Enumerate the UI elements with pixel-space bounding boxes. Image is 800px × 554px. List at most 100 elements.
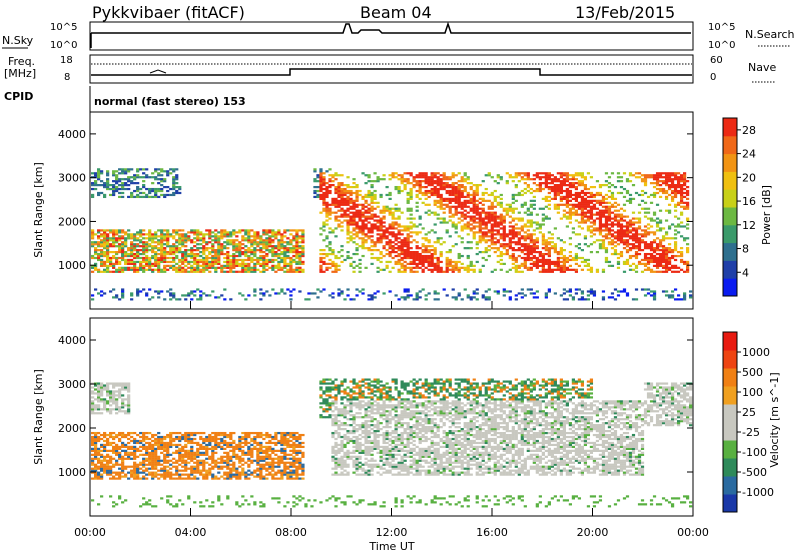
power-cell <box>157 268 161 271</box>
power-cell <box>163 195 167 199</box>
power-cell <box>397 191 401 195</box>
power-cell <box>271 233 275 236</box>
power-cell <box>121 254 125 258</box>
power-cell <box>532 254 536 258</box>
power-cell <box>589 288 594 291</box>
power-cell <box>169 292 173 295</box>
power-cell <box>472 207 476 210</box>
power-cell <box>406 229 410 232</box>
power-cell <box>487 207 491 210</box>
power-cell <box>412 254 416 258</box>
power-cell <box>238 292 242 295</box>
power-cell <box>538 189 542 193</box>
power-cell <box>574 197 579 201</box>
power-cell <box>544 195 548 199</box>
power-cell <box>352 233 356 236</box>
power-cell <box>244 298 248 301</box>
power-cell <box>427 245 431 248</box>
power-cell <box>589 213 594 216</box>
power-cell <box>346 233 350 236</box>
power-cell <box>475 189 479 193</box>
power-cell <box>394 221 398 224</box>
power-cell <box>469 260 473 264</box>
velocity-cell <box>97 431 101 435</box>
power-cell <box>349 262 353 266</box>
power-cell <box>448 189 452 193</box>
power-cell <box>370 205 374 208</box>
power-cell <box>94 180 98 183</box>
power-cell <box>577 191 582 195</box>
power-cell <box>502 225 506 228</box>
power-cell <box>670 182 675 185</box>
power-cell <box>664 250 669 254</box>
power-cell <box>613 235 618 238</box>
power-cell <box>91 235 95 238</box>
y-tick-label: 3000 <box>58 172 86 185</box>
velocity-cell <box>109 433 113 437</box>
power-cell <box>403 241 407 244</box>
power-cell <box>439 182 443 185</box>
power-cell <box>667 258 672 262</box>
power-cell <box>451 264 455 267</box>
power-cell <box>526 247 530 250</box>
power-cell <box>580 217 585 220</box>
power-cell <box>385 193 389 197</box>
power-cell <box>127 254 131 258</box>
power-cell <box>313 191 317 195</box>
power-cell <box>661 172 666 175</box>
power-cell <box>478 197 482 201</box>
power-cell <box>259 288 263 291</box>
velocity-cell <box>97 386 101 389</box>
power-cell <box>376 270 380 273</box>
power-cell <box>424 180 428 183</box>
velocity-cell <box>97 503 101 506</box>
power-cell <box>565 184 569 187</box>
power-cell <box>154 260 158 264</box>
power-cell <box>301 260 305 264</box>
power-cell <box>679 199 684 202</box>
power-cell <box>658 229 663 232</box>
power-cell <box>670 264 675 267</box>
power-cell <box>154 178 158 181</box>
power-cell <box>373 245 377 248</box>
velocity-cell <box>97 477 101 480</box>
power-cell <box>472 237 476 240</box>
power-cell <box>385 266 389 269</box>
power-cell <box>484 250 488 254</box>
power-cell <box>598 217 603 220</box>
power-cell <box>514 207 518 210</box>
power-cell <box>433 213 437 216</box>
power-cell <box>616 260 621 264</box>
power-cell <box>289 264 293 267</box>
velocity-cell <box>130 475 134 478</box>
power-cell <box>664 184 669 187</box>
power-cell <box>160 233 164 236</box>
power-cell <box>352 207 356 210</box>
power-cell <box>637 221 642 224</box>
power-cell <box>610 191 615 195</box>
power-cell <box>394 260 398 264</box>
power-cell <box>685 237 690 240</box>
power-cell <box>340 221 344 224</box>
power-cell <box>457 294 461 297</box>
power-cell <box>421 264 425 267</box>
power-cell <box>463 225 467 228</box>
power-cell <box>499 219 503 222</box>
power-cell <box>181 245 185 248</box>
power-cell <box>100 239 104 242</box>
power-cell <box>490 227 494 230</box>
power-cell <box>667 184 672 187</box>
power-cell <box>121 241 125 244</box>
power-cell <box>613 213 618 216</box>
power-cell <box>460 254 464 258</box>
power-cell <box>319 266 323 269</box>
power-cell <box>319 197 323 201</box>
power-cell <box>502 252 506 256</box>
power-cell <box>97 292 101 295</box>
power-cell <box>586 217 591 220</box>
power-cell <box>454 205 458 208</box>
power-cell <box>613 250 618 254</box>
power-cell <box>382 215 386 218</box>
power-cell <box>625 245 630 248</box>
power-cell <box>562 260 566 264</box>
